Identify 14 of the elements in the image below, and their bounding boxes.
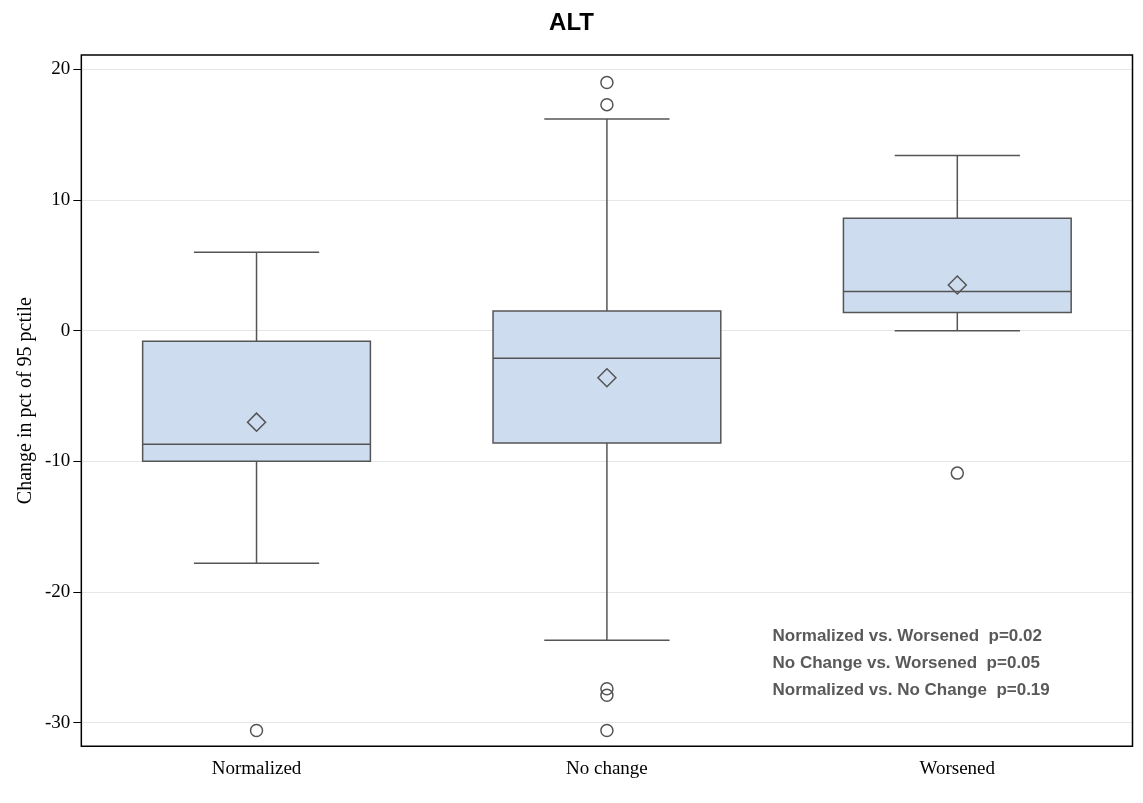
y-tick-label: -20 (45, 580, 71, 601)
x-tick-label: No change (566, 756, 648, 778)
y-axis-title: Change in pct of 95 pctile (13, 296, 37, 505)
annotation: No Change vs. Worsened p=0.05 (772, 652, 1041, 672)
annotation: Normalized vs. No Change p=0.19 (772, 679, 1050, 699)
y-tick-label: -30 (45, 710, 71, 732)
chart-title: ALT (548, 8, 595, 36)
y-tick-label: 10 (51, 188, 71, 210)
annotation: Normalized vs. Worsened p=0.02 (772, 625, 1042, 645)
y-tick-label: 0 (60, 318, 71, 340)
x-tick-label: Normalized (211, 756, 302, 778)
x-tick-label: Worsened (919, 756, 996, 778)
y-tick-label: -10 (45, 449, 71, 471)
y-tick-label: 20 (51, 57, 71, 79)
